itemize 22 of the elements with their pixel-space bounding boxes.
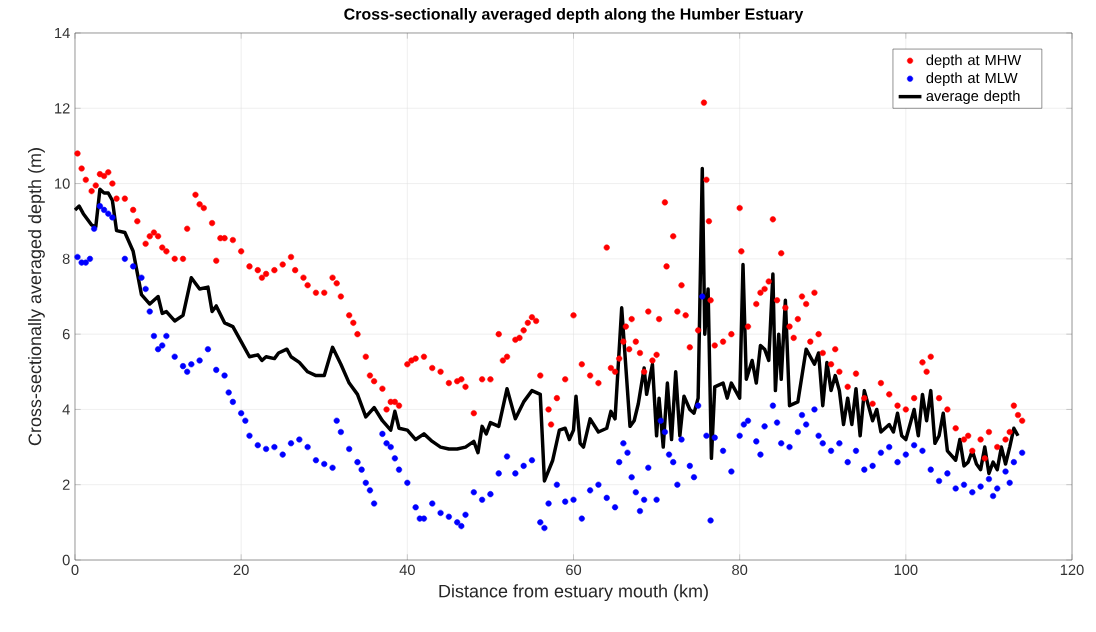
x-tick-label: 60 (566, 564, 582, 576)
x-tick-label: 120 (1060, 564, 1084, 576)
y-tick-label: 0 (62, 554, 70, 566)
x-axis-title: Distance from estuary mouth (km) (439, 584, 708, 602)
x-tick-label: 0 (71, 564, 79, 576)
y-tick-label: 4 (62, 404, 70, 415)
y-tick-label: 14 (55, 27, 70, 39)
chart-title: Cross-sectionally averaged depth along the Humber Estuary (344, 7, 804, 23)
x-tick-label: 80 (732, 564, 748, 576)
y-tick-label: 12 (55, 103, 70, 114)
legend-label: depth at MLW (926, 72, 1018, 87)
legend-label: average depth (926, 90, 1020, 104)
x-tick-label: 20 (233, 564, 249, 576)
line-series (73, 166, 1020, 483)
y-tick-label: 6 (62, 328, 70, 340)
legend-label: depth at MHW (926, 54, 1022, 69)
y-axis-title: Cross-sectionally averaged depth (m) (28, 148, 45, 446)
y-tick-label: 10 (55, 178, 70, 189)
y-tick-label: 8 (62, 253, 70, 265)
y-tick-label: 2 (62, 479, 70, 490)
x-tick-label: 40 (399, 564, 415, 576)
x-tick-label: 100 (894, 564, 918, 576)
